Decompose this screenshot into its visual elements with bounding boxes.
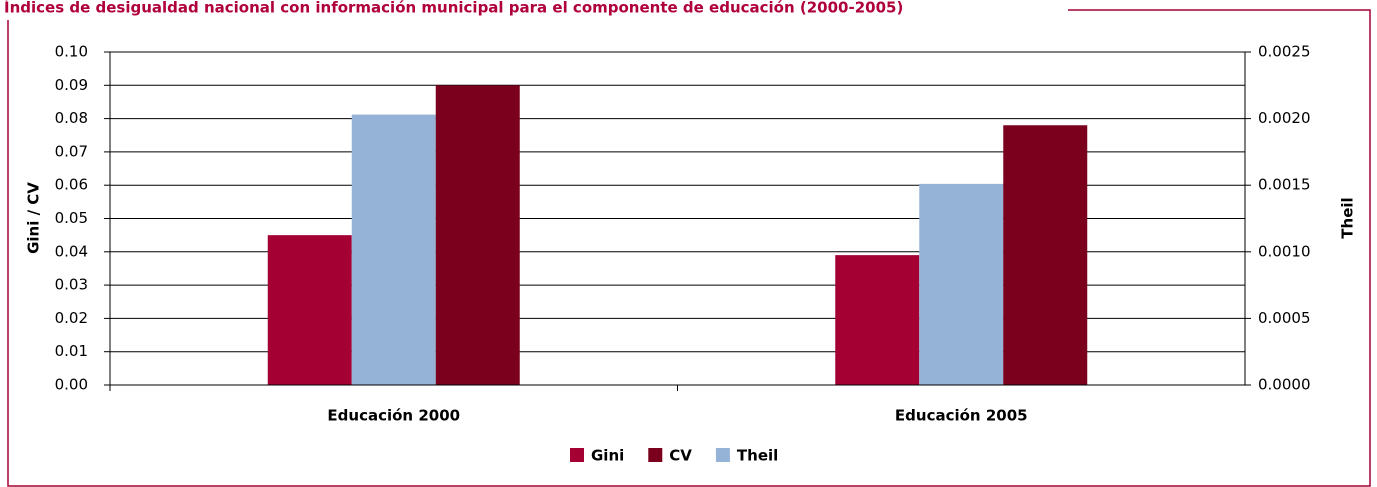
y-axis-label: Gini / CV — [25, 182, 43, 254]
y-tick-label: 0.01 — [55, 342, 88, 360]
legend-swatch — [648, 448, 663, 462]
y2-tick-label: 0.0015 — [1258, 176, 1311, 194]
legend-swatch — [570, 448, 584, 462]
title-backdrop — [0, 0, 1068, 20]
bar — [919, 183, 1004, 385]
y-tick-label: 0.10 — [55, 43, 88, 61]
bar — [1003, 125, 1088, 385]
frame — [7, 9, 1371, 487]
y-tick-label: 0.08 — [55, 109, 88, 127]
legend-label: Gini — [591, 447, 624, 465]
chart-title: Índices de desigualdad nacional con info… — [4, 0, 903, 17]
y-tick-label: 0.07 — [55, 142, 88, 160]
y-tick-label: 0.03 — [55, 276, 88, 294]
legend-label: Theil — [737, 447, 778, 465]
y-tick-label: 0.04 — [55, 242, 88, 260]
y-tick-label: 0.06 — [55, 176, 88, 194]
x-tick-label: Educación 2005 — [895, 407, 1028, 425]
y2-tick-label: 0.0005 — [1258, 309, 1311, 327]
y-tick-label: 0.00 — [55, 376, 88, 394]
bar — [835, 255, 920, 385]
y2-tick-label: 0.0000 — [1258, 376, 1311, 394]
bar — [267, 235, 352, 385]
y2-tick-label: 0.0025 — [1258, 43, 1311, 61]
x-tick-label: Educación 2000 — [327, 407, 460, 425]
y-tick-label: 0.02 — [55, 309, 88, 327]
y-tick-label: 0.05 — [55, 209, 88, 227]
y2-axis-label: Theil — [1339, 197, 1357, 238]
bar — [435, 85, 520, 386]
bar — [351, 114, 436, 385]
y-tick-label: 0.09 — [55, 76, 88, 94]
legend-label: CV — [669, 447, 692, 465]
y2-tick-label: 0.0010 — [1258, 242, 1311, 260]
legend-swatch — [715, 448, 730, 462]
y2-tick-label: 0.0020 — [1258, 109, 1311, 127]
